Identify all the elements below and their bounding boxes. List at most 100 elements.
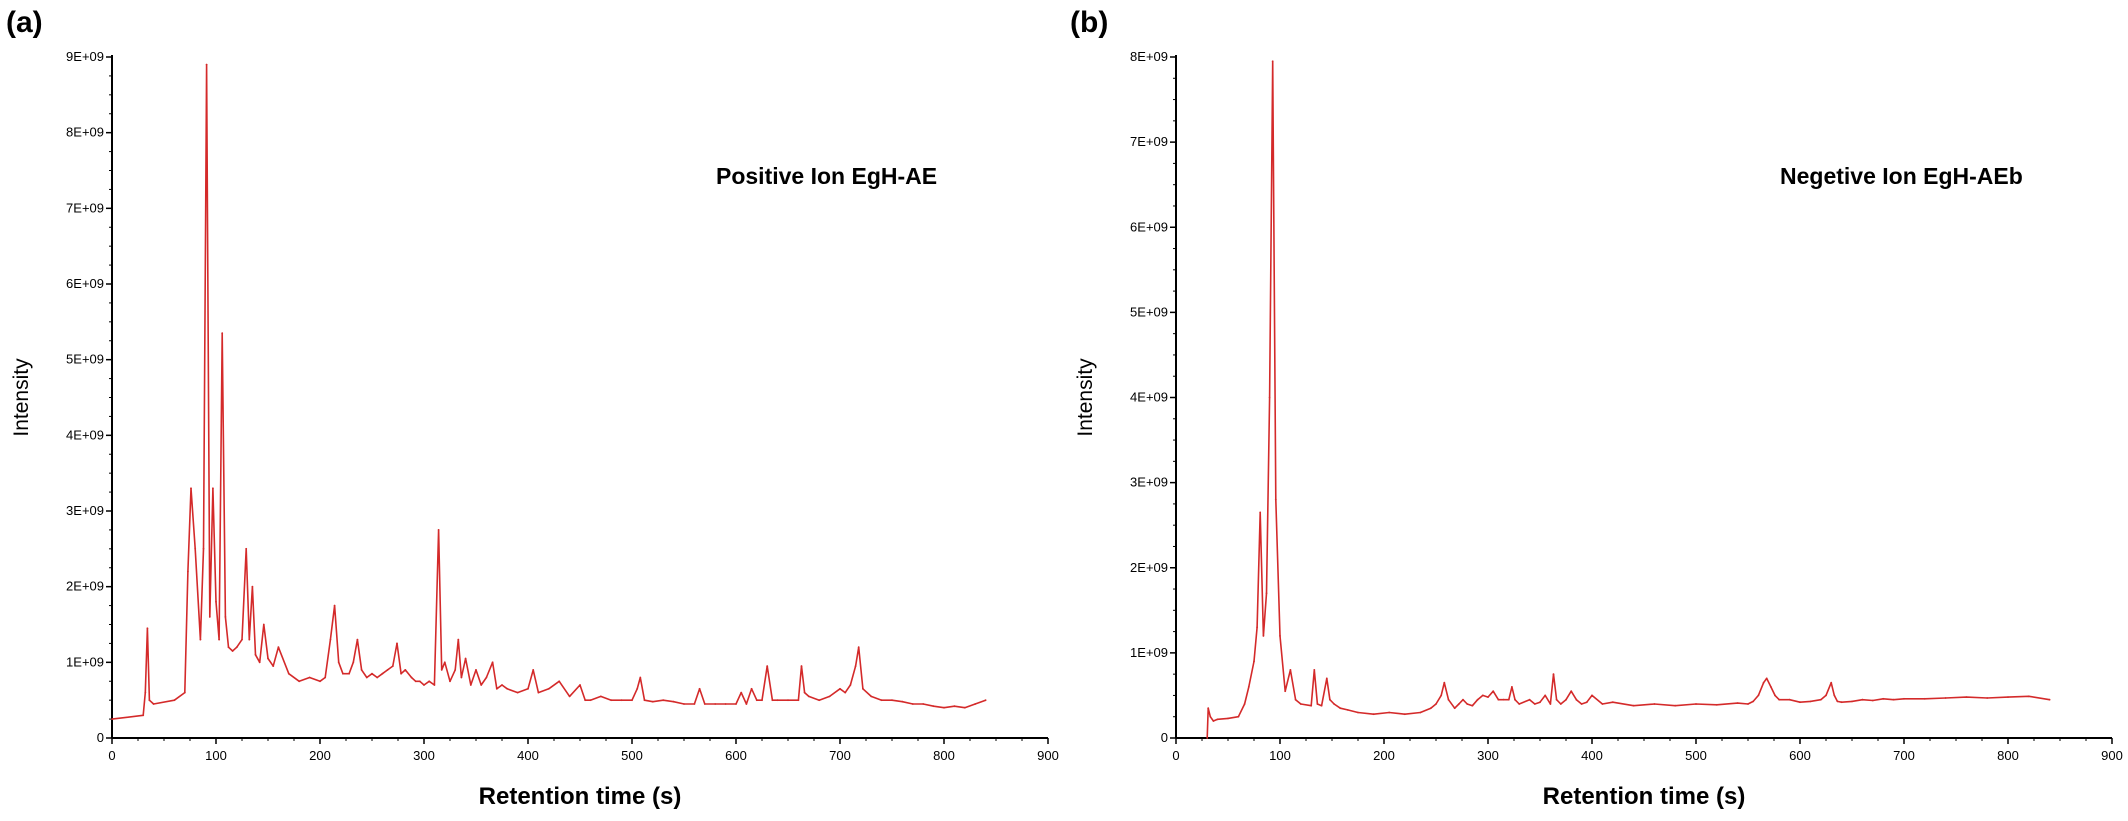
chart-b-x-tick-label: 500 (1685, 748, 1707, 763)
chart-b-x-tick-label: 800 (1997, 748, 2019, 763)
chart-b-data-point (1325, 677, 1328, 680)
chart-a-data-point (410, 676, 413, 679)
chart-a-data-point (437, 529, 440, 531)
chart-a-data-point (231, 650, 234, 652)
chart-a-data-point (963, 706, 966, 709)
chart-b-data-point (1227, 717, 1229, 720)
chart-b-data-point (1555, 698, 1558, 701)
chart-b-data-point (1825, 694, 1827, 697)
chart-a-data-point (457, 638, 460, 641)
chart-a-data-point (631, 699, 633, 702)
chart-a-data-point (776, 699, 779, 702)
chart-a-data-point (333, 604, 336, 607)
chart-a-x-tick-label: 800 (933, 748, 955, 763)
chart-a-data-point (547, 687, 550, 690)
chart-b-x-tick-label: 600 (1789, 748, 1811, 763)
chart-a-x-tick-label: 700 (829, 748, 851, 763)
chart-b-data-point (1923, 697, 1926, 700)
chart-a-data-point (371, 672, 373, 675)
chart-b-data-point (1632, 704, 1635, 707)
chart-b-data-point (1653, 703, 1656, 705)
chart-a-data-point (974, 703, 977, 705)
chart-a-data-point (381, 672, 384, 675)
chart-b-data-point (1830, 681, 1833, 684)
chart-b-x-axis-label: Retention time (s) (1543, 783, 1746, 810)
chart-b-data-point (1487, 696, 1489, 698)
chart-a-data-point (643, 699, 646, 702)
chart-a-data-point (148, 699, 151, 702)
chart-a-data-point (714, 703, 717, 705)
chart-a-data-point (464, 657, 467, 660)
chart-a-data-point (532, 669, 535, 671)
chart-a-x-tick-label: 300 (413, 748, 435, 763)
chart-a-data-point (750, 687, 753, 690)
chart-a-data-point (440, 669, 443, 671)
chart-b-data-point (1447, 698, 1450, 701)
chart-b-annotation: Negetive Ion EgH-AEb (1780, 163, 2023, 189)
chart-b-data-point (1757, 694, 1760, 697)
chart-a-data-point (807, 695, 810, 698)
chart-a-data-point (460, 676, 463, 679)
chart-b-data-point (1552, 673, 1555, 676)
chart-b-data-point (1320, 704, 1323, 707)
chart-b-y-tick-label: 1E+09 (1130, 645, 1168, 660)
chart-panel-a: (a) 0 100 200 300 400 500 600 700 800 900 0 1E+09 2E+… (6, 6, 1059, 810)
chart-a-data-point (469, 684, 472, 686)
chart-b-data-point (1429, 707, 1432, 710)
chart-b-data-point (1833, 694, 1836, 697)
chart-a-data-point (215, 600, 217, 603)
chart-a-x-tick-label: 900 (1037, 748, 1059, 763)
chart-a-y-tick-label: 4E+09 (66, 427, 104, 442)
chart-a-x-tick-label: 600 (725, 748, 747, 763)
chart-b-data-point (1965, 696, 1968, 698)
chart-b-data-point (1944, 697, 1947, 699)
chart-a-data-point (584, 699, 587, 702)
chart-b-x-tick-label: 200 (1373, 748, 1395, 763)
chart-b-data-point (1212, 720, 1215, 722)
chart-b-data-point (1539, 701, 1541, 704)
chart-a-x-tick-label: 500 (621, 748, 643, 763)
chart-a-data-point (360, 669, 363, 671)
chart-b-data-point (1570, 690, 1573, 693)
chart-b-x-tick-label: 900 (2101, 748, 2123, 763)
chart-a-annotation: Positive Ion EgH-AE (716, 163, 937, 189)
chart-b-data-point (1544, 694, 1547, 697)
chart-a-data-point (698, 687, 701, 690)
chart-a-data-point (755, 699, 758, 702)
chart-a-data-point (144, 691, 147, 694)
chart-a-data-point (111, 718, 113, 720)
chart-a-y-tick-label: 0 (97, 730, 104, 745)
chart-a-data-point (187, 570, 189, 573)
chart-b-data-point (1840, 701, 1843, 704)
chart-b-data-point (2027, 695, 2030, 698)
chart-a-data-point (443, 661, 446, 664)
chart-a-data-point (391, 665, 394, 667)
chart-b-data-point (1419, 711, 1422, 714)
chart-b-data-point (1466, 703, 1469, 705)
chart-a-data-point (639, 676, 642, 679)
chart-b-data-point (1453, 707, 1456, 710)
chart-panel-b: (b) 0 100 200 300 400 500 600 700 800 900 0 1E+09 2E+… (1064, 0, 2128, 821)
chart-a-data-point (194, 547, 197, 550)
chart-a-x-axis-label: Retention time (s) (479, 783, 682, 810)
chart-b-data-point (1247, 686, 1250, 688)
chart-b-data-point (1458, 703, 1460, 705)
chart-a-data-point (953, 705, 956, 708)
chart-b-data-point (1206, 737, 1209, 739)
chart-b-series-line (1206, 60, 2050, 739)
chart-a-data-point (212, 487, 214, 490)
chart-b-data-point (1903, 697, 1905, 700)
chart-a-data-point (787, 699, 789, 702)
chart-b-data-point (1294, 698, 1297, 701)
chart-a-data-point (943, 706, 945, 709)
chart-a-data-point (356, 638, 359, 641)
chart-a-data-point (400, 672, 402, 675)
chart-a-data-point (208, 616, 211, 618)
chart-b-data-point (1253, 660, 1255, 663)
chart-b-data-point (1443, 681, 1446, 684)
chart-b-data-point (2007, 696, 2009, 698)
chart-a-data-point (501, 684, 503, 686)
chart-b-data-point (1799, 701, 1801, 704)
chart-b-data-point (1788, 698, 1791, 701)
chart-b-data-point (1289, 669, 1292, 671)
